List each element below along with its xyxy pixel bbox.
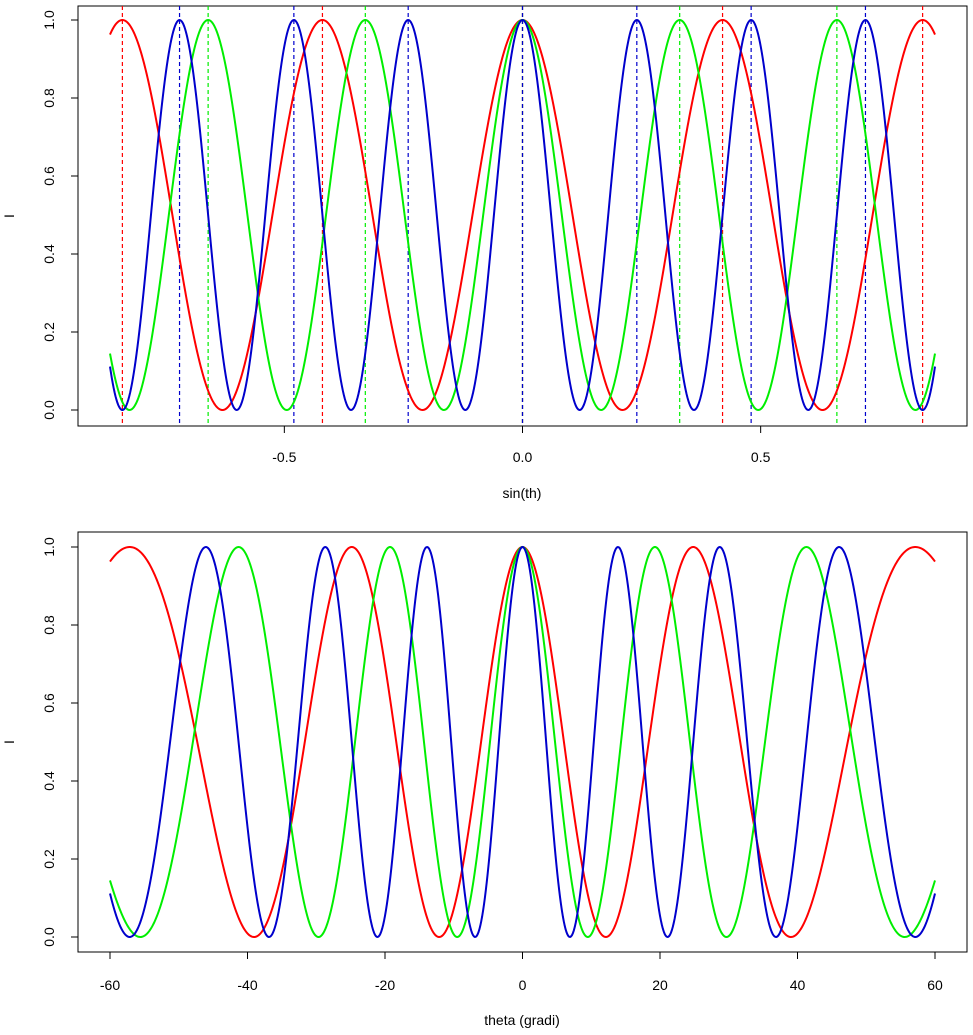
x-axis: -0.5 0.0 0.5 <box>272 425 771 465</box>
y-tick-label: 0.8 <box>41 88 57 108</box>
x-tick-label: 60 <box>927 977 943 993</box>
y-tick-label: 1.0 <box>41 10 57 30</box>
x-tick-label: 20 <box>652 977 668 993</box>
vertical-marker-lines <box>121 6 924 426</box>
y-tick-label: 0.0 <box>41 400 57 420</box>
series-lines <box>109 18 936 412</box>
x-tick-label: -0.5 <box>272 449 296 465</box>
x-axis: -60 -40 -20 0 20 40 60 <box>100 951 943 993</box>
y-tick-label: 0.4 <box>41 244 57 264</box>
x-tick-label: 0.0 <box>513 449 533 465</box>
green-series-line <box>109 545 936 939</box>
blue-series-line <box>109 545 936 939</box>
plot-area-border <box>77 531 968 953</box>
x-tick-label: 0 <box>519 977 527 993</box>
y-tick-label: 0.8 <box>41 615 57 635</box>
y-tick-label: 0.6 <box>41 693 57 713</box>
x-tick-label: 0.5 <box>751 449 771 465</box>
blue-series-line <box>109 18 936 412</box>
series-lines <box>109 545 936 939</box>
y-tick-label: 0.2 <box>41 849 57 869</box>
chart-panel-theta: -60 -40 -20 0 20 40 60 0.0 0.2 0.4 0.6 0.8 1.0 thet… <box>1 531 968 1028</box>
y-axis: 0.0 0.2 0.4 0.6 0.8 1.0 <box>41 537 79 947</box>
y-tick-label: 0.6 <box>41 166 57 186</box>
red-series-line <box>109 545 936 939</box>
x-tick-label: -40 <box>237 977 257 993</box>
y-tick-label: 0.4 <box>41 771 57 791</box>
x-tick-label: -20 <box>375 977 395 993</box>
y-axis-title: I <box>1 740 17 744</box>
x-tick-label: 40 <box>790 977 806 993</box>
chart-panel-sin: -0.5 0.0 0.5 0.0 0.2 0.4 0.6 0.8 1.0 sin(th) I <box>1 5 968 501</box>
y-tick-label: 0.2 <box>41 322 57 342</box>
y-tick-label: 1.0 <box>41 537 57 557</box>
x-axis-title: sin(th) <box>503 485 542 501</box>
y-axis: 0.0 0.2 0.4 0.6 0.8 1.0 <box>41 10 79 420</box>
y-tick-label: 0.0 <box>41 927 57 947</box>
y-axis-title: I <box>1 214 17 218</box>
x-tick-label: -60 <box>100 977 120 993</box>
x-axis-title: theta (gradi) <box>484 1012 559 1028</box>
